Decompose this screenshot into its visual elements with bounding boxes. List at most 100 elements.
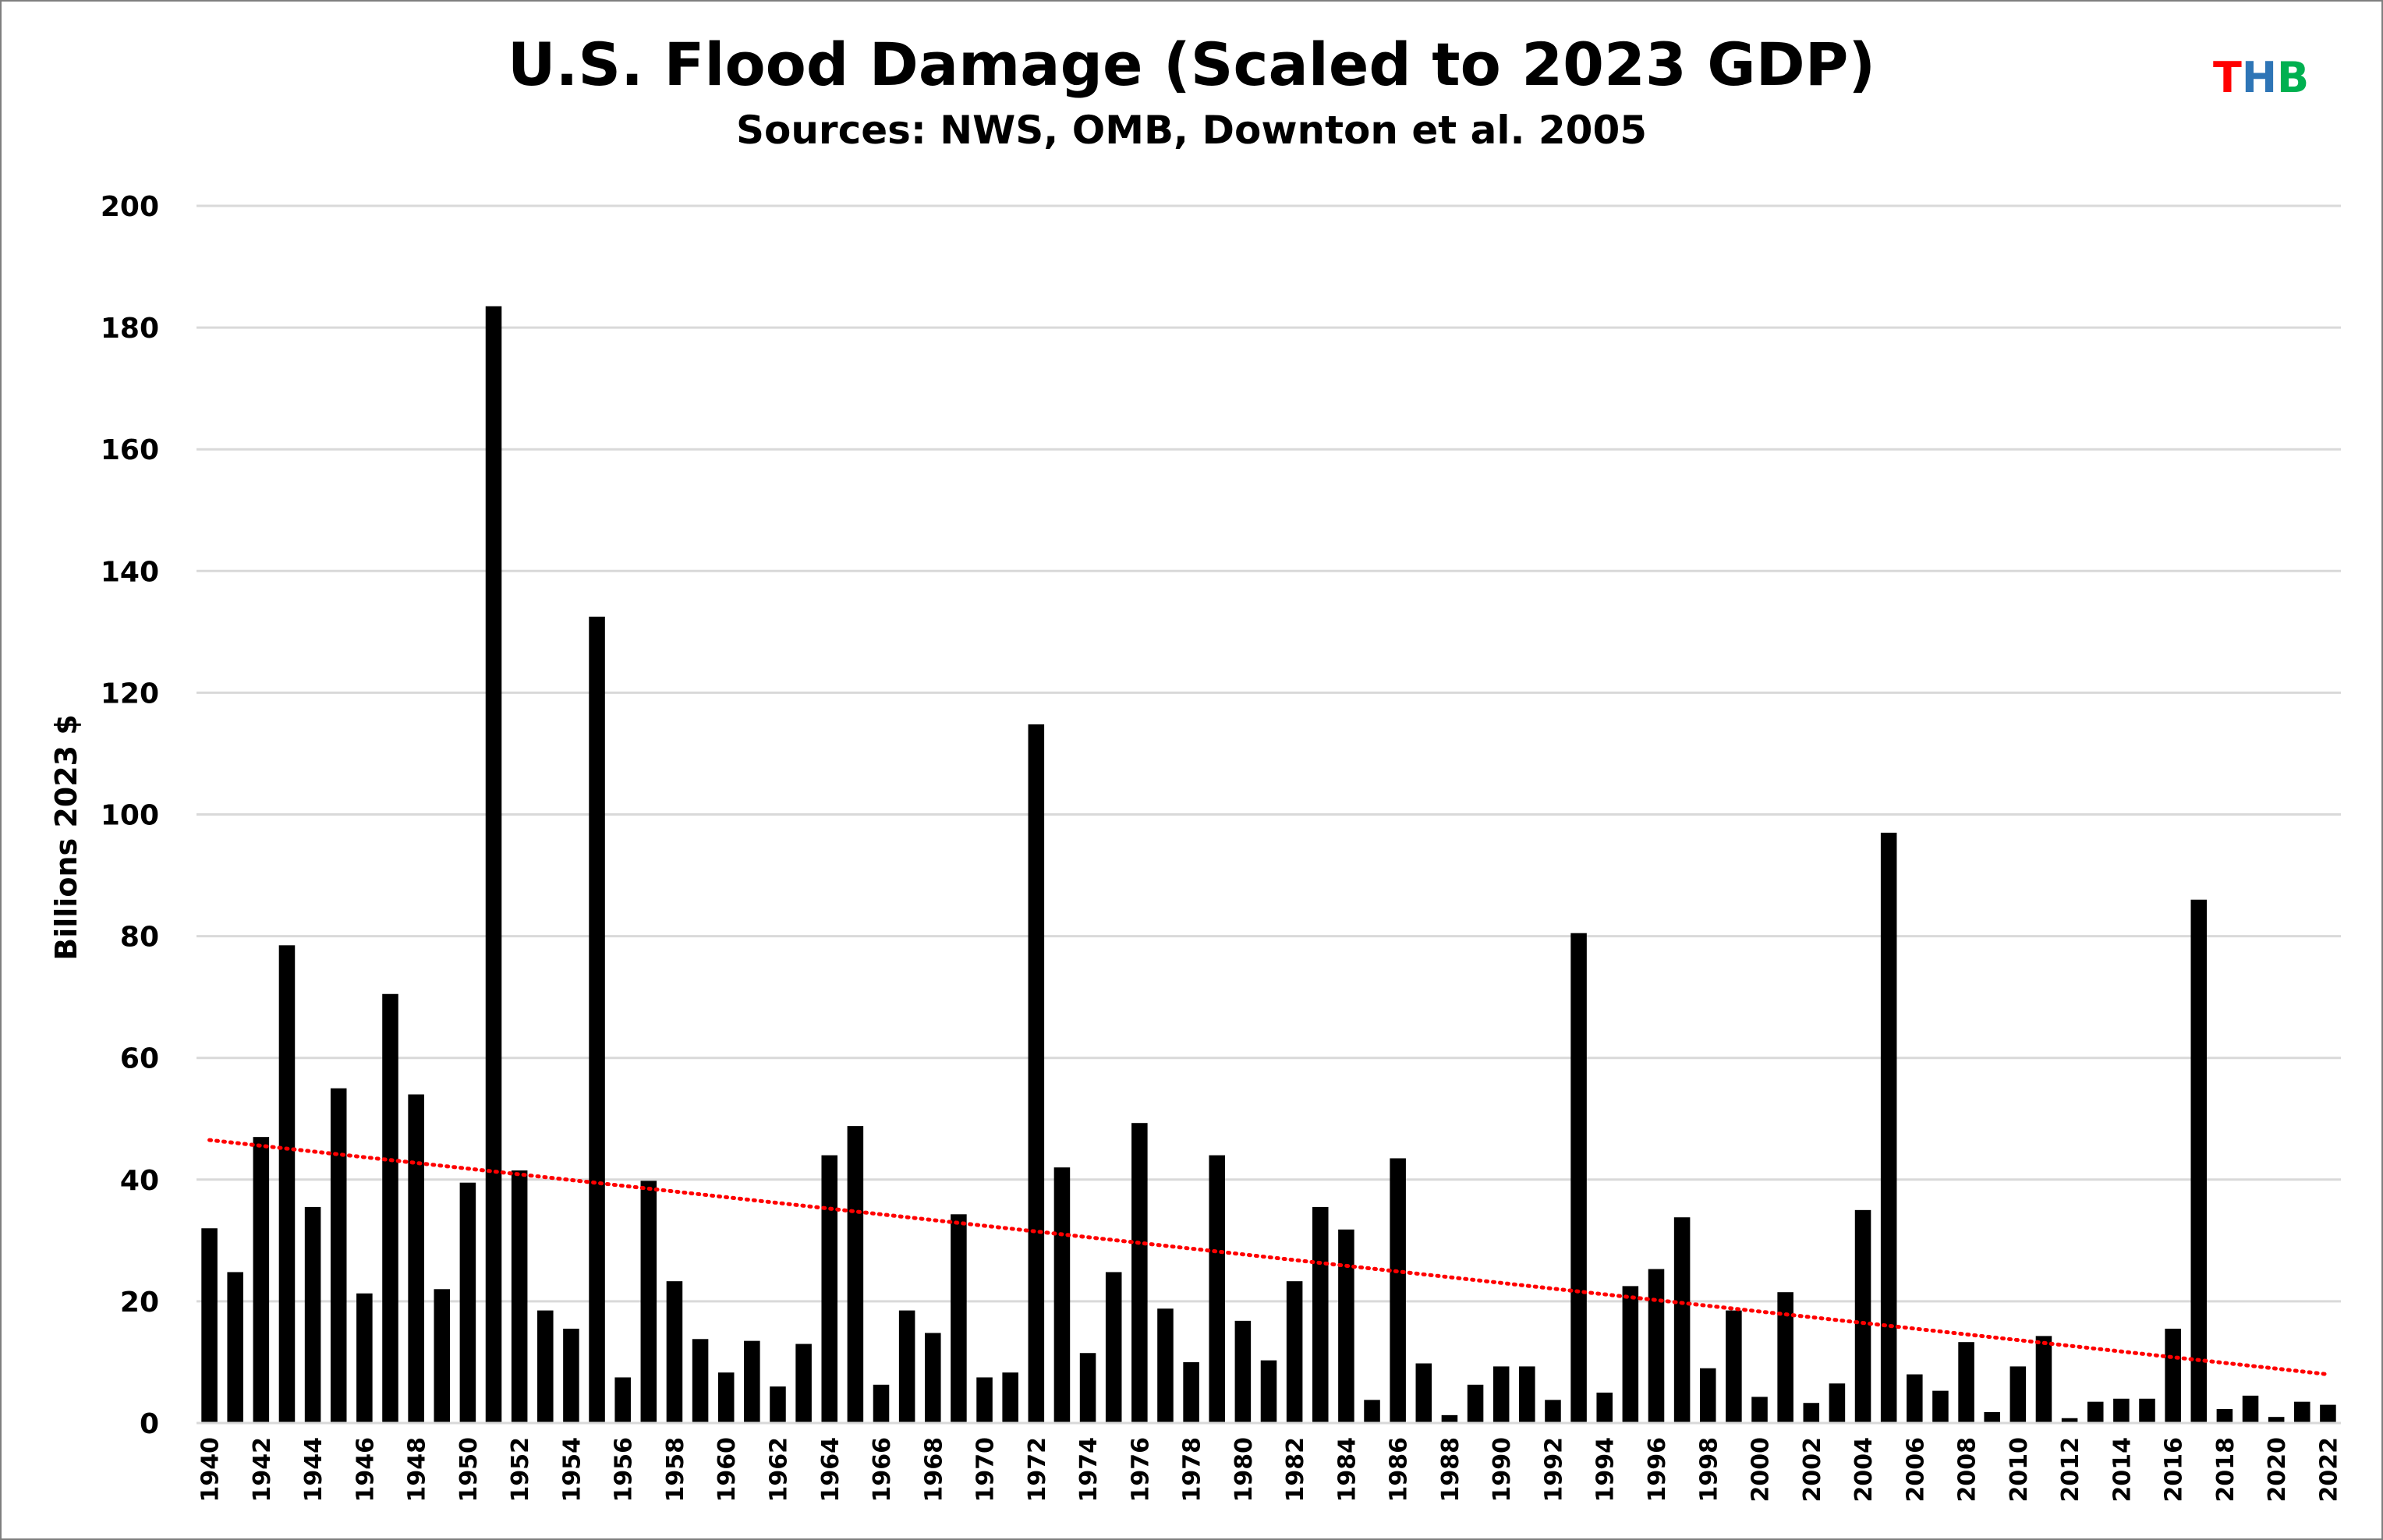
- bar-1955: [589, 616, 605, 1423]
- x-tick-label-1986: 1986: [1386, 1437, 1413, 1503]
- bar-1990: [1492, 1366, 1510, 1423]
- bar-1953: [537, 1310, 554, 1423]
- x-tick-label-1996: 1996: [1644, 1437, 1671, 1503]
- x-tick-label-1964: 1964: [817, 1437, 844, 1503]
- x-tick-label-1962: 1962: [765, 1437, 792, 1503]
- bar-1959: [692, 1339, 709, 1423]
- gridlines: [197, 204, 2341, 1303]
- x-tick-label-1968: 1968: [920, 1437, 947, 1503]
- bar-2003: [1829, 1383, 1846, 1423]
- bar-1972: [1028, 724, 1045, 1423]
- bar-1949: [434, 1289, 451, 1423]
- chart-title: U.S. Flood Damage (Scaled to 2023 GDP): [507, 30, 1876, 99]
- trendline-group: [207, 1138, 2330, 1377]
- bar-1985: [1364, 1400, 1380, 1423]
- bar-2016: [2165, 1329, 2181, 1423]
- bar-1988: [1441, 1414, 1458, 1423]
- x-tick-label-1978: 1978: [1179, 1437, 1206, 1503]
- bar-1952: [511, 1170, 528, 1423]
- bar-1946: [356, 1293, 373, 1423]
- y-tick-label-80: 80: [120, 922, 159, 954]
- bar-1958: [666, 1281, 683, 1423]
- bar-1940: [201, 1228, 218, 1423]
- x-tick-label-1958: 1958: [662, 1437, 689, 1503]
- bar-2006: [1907, 1374, 1923, 1423]
- bar-1976: [1131, 1123, 1148, 1423]
- x-tick-label-1952: 1952: [507, 1437, 534, 1503]
- bar-1984: [1338, 1229, 1354, 1423]
- x-tick-label-2016: 2016: [2161, 1437, 2188, 1503]
- y-tick-label-180: 180: [101, 313, 159, 345]
- x-tick-label-1942: 1942: [249, 1437, 276, 1503]
- bar-2007: [1932, 1390, 1949, 1423]
- x-tick-label-1992: 1992: [1540, 1437, 1567, 1503]
- x-tick-label-2000: 2000: [1747, 1437, 1775, 1503]
- trendline: [207, 1138, 2330, 1377]
- x-tick-label-1980: 1980: [1230, 1437, 1258, 1503]
- bar-1991: [1519, 1366, 1535, 1423]
- bar-1977: [1157, 1308, 1174, 1423]
- logo-letter-t: T: [2213, 53, 2242, 102]
- bar-1970: [976, 1377, 993, 1423]
- bar-2019: [2242, 1395, 2259, 1423]
- bar-1966: [873, 1384, 890, 1423]
- thb-logo: THB: [2213, 53, 2309, 102]
- x-tick-label-1972: 1972: [1024, 1437, 1051, 1503]
- x-tick-label-2014: 2014: [2109, 1437, 2136, 1503]
- bar-1986: [1390, 1158, 1406, 1423]
- bar-1945: [330, 1088, 347, 1423]
- bar-1978: [1183, 1361, 1199, 1423]
- x-tick-label-1984: 1984: [1333, 1437, 1361, 1503]
- x-tick-label-1970: 1970: [972, 1437, 1000, 1503]
- bar-2012: [2061, 1418, 2078, 1423]
- bar-1971: [1002, 1372, 1018, 1423]
- bar-2004: [1854, 1209, 1871, 1423]
- bar-2000: [1751, 1397, 1768, 1423]
- bar-2005: [1880, 832, 1897, 1423]
- x-tick-label-2008: 2008: [1954, 1437, 1981, 1503]
- y-tick-label-120: 120: [101, 678, 159, 710]
- bar-2008: [1958, 1342, 1974, 1423]
- x-tick-label-2012: 2012: [2057, 1437, 2084, 1503]
- y-tick-label-200: 200: [101, 191, 159, 223]
- bar-2022: [2320, 1404, 2336, 1423]
- x-tick-label-1966: 1966: [869, 1437, 896, 1503]
- bar-1942: [253, 1137, 270, 1423]
- bar-1995: [1622, 1286, 1639, 1423]
- bar-1963: [795, 1344, 812, 1423]
- bar-2001: [1777, 1292, 1793, 1423]
- x-tick-label-1998: 1998: [1695, 1437, 1723, 1503]
- bar-1993: [1570, 933, 1587, 1423]
- bar-1965: [847, 1126, 864, 1423]
- bar-1964: [821, 1155, 838, 1423]
- axes: 0 20 40 60 80 100 120 140 160 180 200 1940 1942 1944 1…: [101, 191, 2343, 1503]
- y-tick-label-100: 100: [101, 800, 159, 832]
- y-tick-label-20: 20: [120, 1287, 159, 1319]
- bar-1975: [1105, 1272, 1122, 1423]
- bars: [201, 306, 2336, 1423]
- bar-2015: [2139, 1398, 2155, 1423]
- bar-1981: [1260, 1360, 1277, 1423]
- bar-1941: [227, 1272, 243, 1423]
- x-tick-label-2020: 2020: [2264, 1437, 2291, 1503]
- y-tick-label-160: 160: [101, 434, 159, 466]
- bar-1994: [1596, 1392, 1613, 1423]
- bar-1992: [1545, 1400, 1561, 1423]
- x-tick-label-2002: 2002: [1799, 1437, 1826, 1503]
- x-tick-label-1988: 1988: [1437, 1437, 1464, 1503]
- bar-2020: [2268, 1417, 2285, 1423]
- bar-2021: [2294, 1401, 2310, 1423]
- bar-1960: [717, 1372, 735, 1423]
- y-tick-label-140: 140: [101, 556, 159, 588]
- x-tick-label-1956: 1956: [611, 1437, 638, 1503]
- bar-2009: [1984, 1411, 2000, 1423]
- bar-1967: [898, 1310, 915, 1423]
- bar-1973: [1053, 1167, 1071, 1423]
- bar-1969: [951, 1214, 967, 1423]
- bar-1996: [1648, 1269, 1665, 1423]
- bar-2017: [2190, 899, 2208, 1423]
- bar-2002: [1803, 1403, 1820, 1423]
- x-tick-label-2004: 2004: [1850, 1437, 1878, 1503]
- bar-1987: [1415, 1363, 1432, 1423]
- x-tick-label-2018: 2018: [2212, 1437, 2240, 1503]
